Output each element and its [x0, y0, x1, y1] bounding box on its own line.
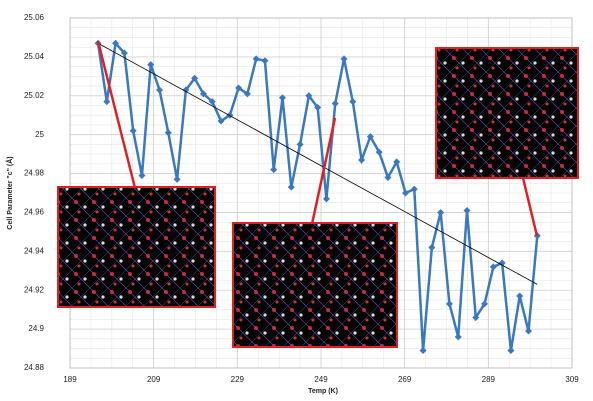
data-point [463, 207, 470, 214]
x-tick-label: 249 [314, 375, 328, 384]
y-tick-label: 24.98 [24, 169, 45, 178]
data-point [261, 57, 268, 64]
data-point [446, 300, 453, 307]
data-point [455, 333, 462, 340]
y-tick-label: 24.92 [24, 285, 45, 294]
x-axis-title: Temp (K) [308, 388, 338, 395]
data-point [288, 184, 295, 191]
data-point [358, 156, 365, 163]
inset-image [436, 48, 578, 178]
x-tick-label: 189 [63, 375, 77, 384]
data-point [130, 127, 137, 134]
data-point [525, 328, 532, 335]
data-point [147, 61, 154, 68]
y-tick-label: 24.94 [24, 246, 45, 255]
x-tick-label: 289 [482, 375, 496, 384]
y-tick-label: 24.9 [28, 324, 44, 333]
data-point [323, 195, 330, 202]
x-tick-label: 269 [398, 375, 412, 384]
data-point [428, 244, 435, 251]
data-point [279, 94, 286, 101]
y-tick-label: 25.02 [24, 91, 45, 100]
data-point [507, 347, 514, 354]
y-tick-label: 24.88 [24, 363, 45, 372]
inset-image [233, 223, 397, 347]
connector [98, 41, 135, 188]
chart: 24.88 24.9 24.92 24.94 24.96 24.98 25 25.02 25.0… [0, 0, 593, 396]
x-tick-label: 309 [565, 375, 579, 384]
y-axis-title: Cell Parameter "c" (Å) [5, 156, 14, 229]
insets [58, 41, 578, 347]
y-tick-label: 25.04 [24, 52, 45, 61]
data-point [437, 209, 444, 216]
connector [312, 118, 335, 224]
data-point [270, 166, 277, 173]
data-point [103, 98, 110, 105]
data-point [516, 293, 523, 300]
data-point [138, 172, 145, 179]
data-point [156, 86, 163, 93]
data-point [341, 55, 348, 62]
data-point [165, 129, 172, 136]
inset-image [58, 187, 215, 307]
x-tick-label: 209 [147, 375, 161, 384]
y-tick-label: 25 [35, 130, 44, 139]
data-point [297, 141, 304, 148]
data-point [253, 55, 260, 62]
data-point [332, 100, 339, 107]
x-tick-label: 229 [231, 375, 245, 384]
data-point [349, 98, 356, 105]
y-tick-label: 24.96 [24, 208, 45, 217]
y-tick-label: 25.06 [24, 13, 45, 22]
